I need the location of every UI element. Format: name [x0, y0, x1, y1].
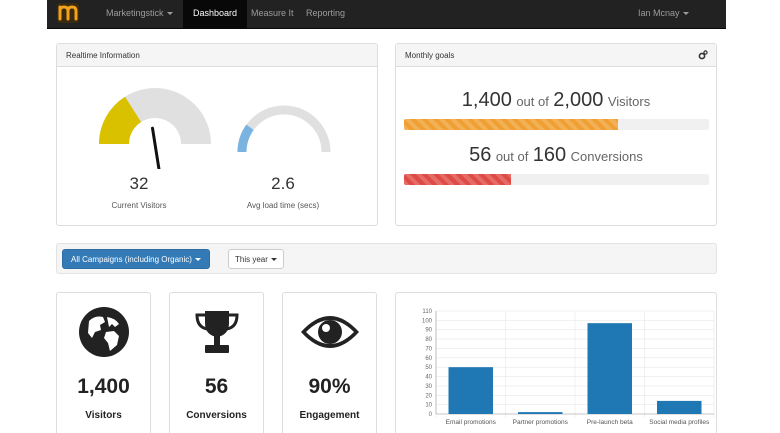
y-tick-label: 20: [425, 393, 432, 399]
settings-gear-icon[interactable]: [698, 44, 708, 67]
brand-logo-icon[interactable]: [57, 3, 79, 23]
y-tick-label: 0: [429, 412, 433, 418]
chevron-down-icon: [682, 12, 689, 16]
x-tick-label: Partner promotions: [513, 419, 569, 426]
x-tick-label: Email promotions: [446, 419, 497, 426]
gauge-needle: [151, 126, 161, 169]
nav-reporting[interactable]: Reporting: [306, 8, 346, 18]
chevron-down-icon: [166, 12, 173, 16]
visitors-progress-bar: [404, 119, 709, 130]
avg-load-time-label: Avg load time (secs): [246, 201, 320, 210]
realtime-panel: Realtime Information 32 Current Visitors…: [56, 43, 378, 226]
nav-dashboard[interactable]: Dashboard: [183, 0, 248, 29]
visitors-target: 2,000: [553, 89, 604, 111]
monthly-goals-title: Monthly goals: [396, 44, 716, 67]
gauge-fill: [99, 96, 142, 144]
conversions-stat-label: Conversions: [186, 410, 247, 421]
chart-bar: [587, 323, 632, 414]
brand-dropdown[interactable]: Marketingstick: [106, 0, 173, 29]
brand-label: Marketingstick: [106, 8, 164, 18]
gauge-track: [237, 105, 331, 153]
chevron-down-icon: [270, 258, 277, 262]
conversions-progress-fill: [404, 174, 511, 185]
user-name: Ian Mcnay: [638, 8, 680, 18]
conversions-progress-bar: [404, 174, 709, 185]
campaign-filter-button[interactable]: All Campaigns (including Organic): [62, 249, 210, 269]
engagement-stat-card: 90% Engagement: [282, 292, 377, 433]
visitors-out-of: out of: [516, 94, 549, 109]
y-tick-label: 100: [422, 318, 433, 324]
monthly-goals-panel: Monthly goals 1,400 out of 2,000 Visitor…: [395, 43, 717, 226]
visitors-stat-card: 1,400 Visitors: [56, 292, 151, 433]
nav-measure-it[interactable]: Measure It: [251, 8, 294, 18]
campaign-bar-chart: 0 10 20 30 40 50 60 70 80 90 100 110 Email promotion…: [422, 309, 715, 426]
visitors-stat-label: Visitors: [85, 410, 122, 421]
y-tick-label: 80: [425, 337, 432, 343]
period-filter-button[interactable]: This year: [228, 249, 284, 269]
conversions-goal-text: 56 out of 160 Conversions: [396, 144, 716, 167]
x-tick-label: Social media profiles: [649, 419, 710, 426]
campaign-chart-panel: 0 10 20 30 40 50 60 70 80 90 100 110 Email promotion…: [395, 292, 717, 433]
y-tick-label: 110: [422, 309, 432, 315]
current-visitors-value: 32: [129, 174, 149, 193]
campaign-filter-label: All Campaigns (including Organic): [71, 255, 192, 264]
eye-icon: [300, 316, 359, 348]
current-visitors-label: Current Visitors: [111, 201, 167, 210]
filter-bar: All Campaigns (including Organic) This y…: [56, 243, 717, 274]
conversions-unit: Conversions: [570, 149, 643, 164]
chart-bar: [448, 367, 493, 414]
period-filter-label: This year: [235, 255, 268, 264]
y-tick-label: 30: [425, 384, 432, 390]
visitors-unit: Visitors: [607, 94, 651, 109]
visitors-progress-fill: [404, 119, 618, 130]
top-navbar: Marketingstick Dashboard Measure It Repo…: [47, 0, 726, 29]
conversions-out-of: out of: [495, 149, 529, 164]
x-tick-label: Pre-launch beta: [587, 419, 633, 426]
y-tick-label: 40: [425, 375, 432, 381]
globe-icon: [78, 307, 129, 357]
chart-bar: [657, 400, 702, 414]
trophy-icon: [194, 311, 239, 353]
user-menu[interactable]: Ian Mcnay: [638, 0, 689, 29]
avg-load-time-value: 2.6: [271, 174, 295, 193]
load-time-gauge: [237, 105, 331, 153]
y-tick-label: 60: [425, 356, 432, 362]
y-tick-label: 10: [425, 403, 432, 409]
gauge-fill: [237, 124, 254, 153]
conversions-target: 160: [532, 144, 567, 166]
conversions-stat-card: 56 Conversions: [169, 292, 264, 433]
visitors-current: 1,400: [461, 89, 512, 111]
engagement-stat-value: 90%: [308, 375, 351, 398]
visitors-gauge: [99, 88, 211, 169]
y-tick-label: 70: [425, 346, 432, 352]
conversions-current: 56: [469, 144, 492, 166]
y-tick-label: 90: [425, 328, 432, 334]
chevron-down-icon: [194, 258, 201, 262]
engagement-stat-label: Engagement: [299, 410, 360, 421]
chart-bar: [518, 412, 563, 414]
y-tick-label: 50: [425, 365, 432, 371]
visitors-stat-value: 1,400: [77, 375, 130, 398]
conversions-stat-value: 56: [204, 375, 229, 398]
realtime-panel-title: Realtime Information: [57, 44, 377, 67]
monthly-goals-title-text: Monthly goals: [405, 51, 455, 60]
visitors-goal-text: 1,400 out of 2,000 Visitors: [396, 89, 716, 112]
